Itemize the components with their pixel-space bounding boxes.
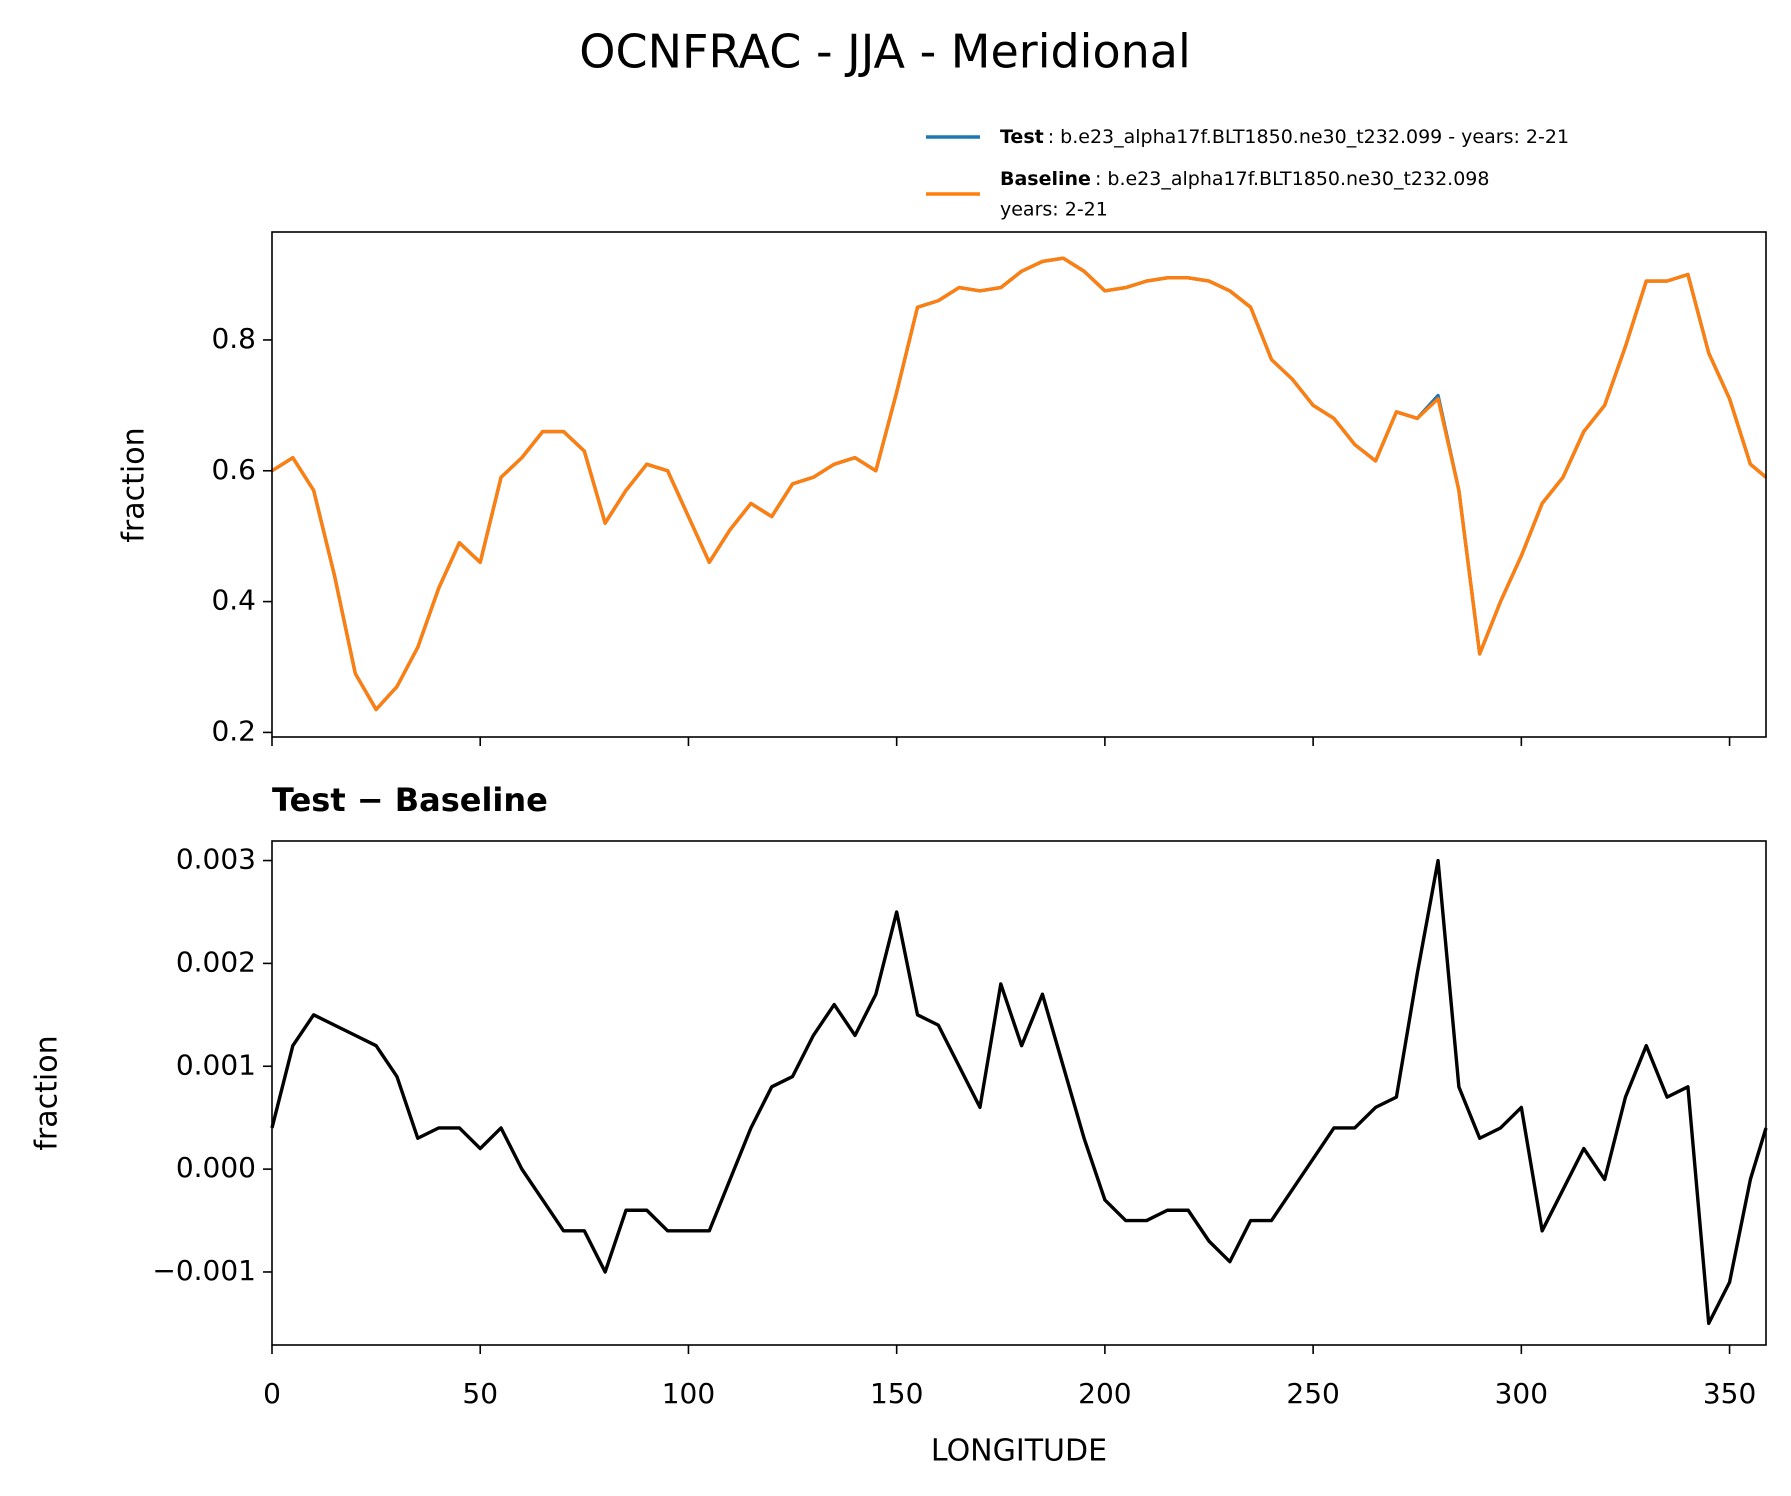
- y-tick-label: 0.000: [176, 1151, 256, 1184]
- x-tick-label: 150: [870, 1377, 923, 1410]
- legend-name: Baseline: [1000, 168, 1091, 190]
- legend-description: : b.e23_alpha17f.BLT1850.ne30_t232.099 -…: [1048, 126, 1569, 148]
- y-tick-label: 0.001: [176, 1048, 256, 1081]
- y-tick-label: 0.002: [176, 945, 256, 978]
- y-axis-label: fraction: [117, 427, 152, 542]
- legend-name: Test: [1000, 126, 1044, 148]
- x-tick-label: 100: [662, 1377, 715, 1410]
- legend-label: Test: b.e23_alpha17f.BLT1850.ne30_t232.0…: [1000, 126, 1569, 148]
- data-line: [270, 858, 1768, 1326]
- y-tick-label: 0.6: [211, 453, 256, 486]
- x-tick-label: 300: [1495, 1377, 1548, 1410]
- data-line: [271, 256, 1768, 712]
- y-tick-label: 0.2: [211, 714, 256, 747]
- legend-label: Baseline: b.e23_alpha17f.BLT1850.ne30_t2…: [1000, 168, 1489, 190]
- legend-description: : b.e23_alpha17f.BLT1850.ne30_t232.098: [1095, 168, 1490, 190]
- y-axis-label: fraction: [30, 1035, 65, 1150]
- y-tick-label: 0.4: [211, 584, 256, 617]
- y-tick-label: −0.001: [152, 1254, 256, 1287]
- axes-frame: [271, 231, 1767, 738]
- x-axis-label: LONGITUDE: [931, 1434, 1107, 1469]
- legend-description: years: 2-21: [1000, 199, 1108, 221]
- data-line: [271, 256, 1768, 712]
- y-tick-label: 0.003: [176, 843, 256, 876]
- axes-frame: [271, 840, 1767, 1346]
- x-tick-label: 350: [1703, 1377, 1756, 1410]
- x-tick-label: 250: [1286, 1377, 1339, 1410]
- panel-title: Test − Baseline: [272, 781, 548, 819]
- y-tick-label: 0.8: [211, 322, 256, 355]
- x-tick-label: 0: [263, 1377, 281, 1410]
- x-tick-label: 50: [462, 1377, 498, 1410]
- chart-title: OCNFRAC - JJA - Meridional: [579, 25, 1190, 79]
- x-tick-label: 200: [1078, 1377, 1131, 1410]
